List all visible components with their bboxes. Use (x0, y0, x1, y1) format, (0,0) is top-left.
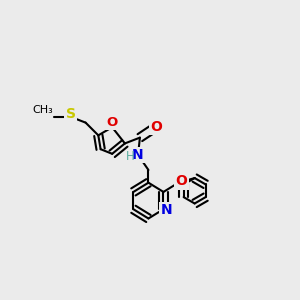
Text: O: O (151, 120, 163, 134)
Text: N: N (132, 148, 144, 162)
Text: CH₃: CH₃ (32, 105, 53, 115)
Text: H: H (126, 150, 135, 163)
Text: O: O (106, 116, 118, 129)
Text: O: O (175, 174, 187, 188)
Text: S: S (66, 107, 76, 121)
Text: N: N (160, 203, 172, 217)
